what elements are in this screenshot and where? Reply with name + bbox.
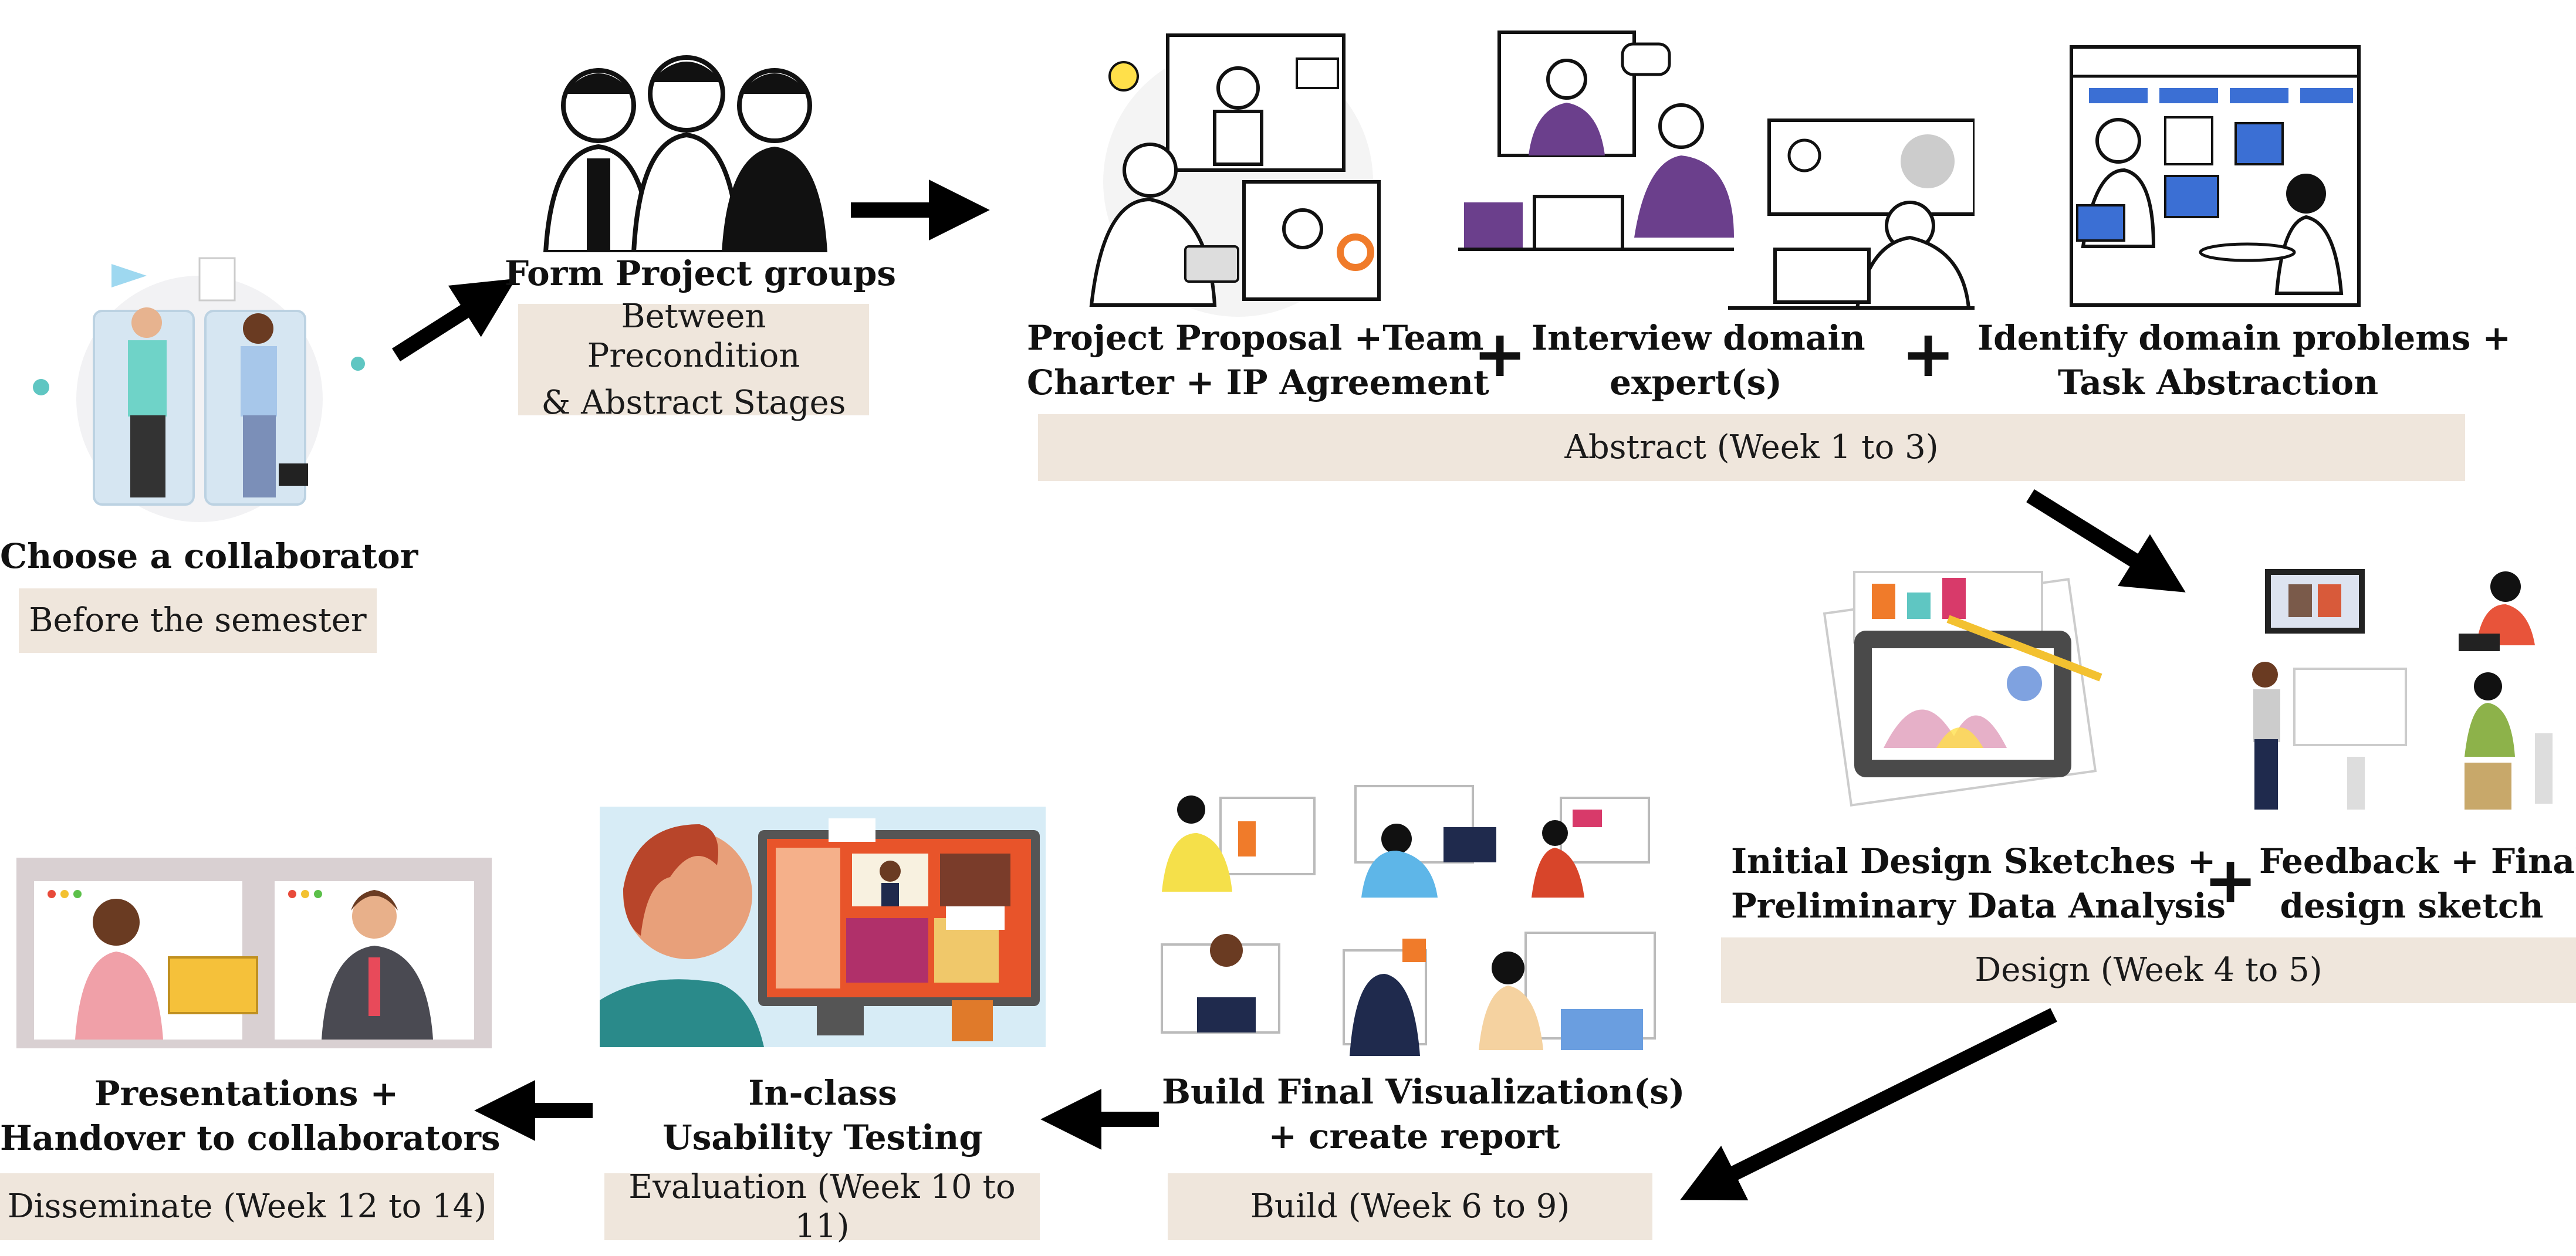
task-board-illustration xyxy=(2070,45,2361,307)
evaluation-band: Evaluation (Week 10 to 11) xyxy=(604,1168,1040,1245)
collaborator-band: Before the semester xyxy=(19,588,377,653)
arrow-design-to-build xyxy=(1680,1008,2057,1201)
evaluation-title-line2: Usability Testing xyxy=(662,1118,983,1157)
plus-sign-design: + xyxy=(2203,842,2258,918)
interview-title-line2: expert(s) xyxy=(1610,363,1782,402)
proposal-title: Project Proposal +Team Charter + IP Agre… xyxy=(1027,316,1489,405)
build-visualization-illustration xyxy=(1161,785,1656,1056)
interview-title: Interview domain expert(s) xyxy=(1532,316,1865,405)
handshake-illustration xyxy=(33,257,365,522)
proposal-illustration xyxy=(1089,33,1381,317)
handover-illustration xyxy=(16,858,492,1048)
evaluation-title: In-class Usability Testing xyxy=(600,1071,1046,1160)
feedback-title-line1: Feedback + Final xyxy=(2259,841,2576,881)
feedback-illustration xyxy=(2252,569,2553,810)
project-group-illustration xyxy=(543,55,827,252)
build-title: Build Final Visualization(s) + create re… xyxy=(1162,1069,1685,1159)
interview-illustration xyxy=(1458,31,1975,310)
groups-title: Form Project groups xyxy=(505,253,897,293)
usability-testing-illustration xyxy=(600,807,1046,1047)
build-title-line1: Build Final Visualization(s) xyxy=(1162,1072,1685,1112)
identify-title-line2: Task Abstraction xyxy=(2057,363,2379,402)
interview-title-line1: Interview domain xyxy=(1532,318,1865,358)
arrow-collab-to-groups xyxy=(392,278,516,361)
plus-sign-abstract-1: + xyxy=(1473,316,1527,391)
disseminate-band: Disseminate (Week 12 to 14) xyxy=(0,1173,494,1240)
collaborator-title: Choose a collaborator xyxy=(0,536,418,576)
groups-band-line2: & Abstract Stages xyxy=(541,383,846,422)
build-title-line2: + create report xyxy=(1268,1116,1560,1156)
identify-title-line1: Identify domain problems + xyxy=(1977,318,2511,358)
sketch-title: Initial Design Sketches + Preliminary Da… xyxy=(1731,839,2226,928)
design-band: Design (Week 4 to 5) xyxy=(1721,937,2576,1003)
disseminate-title: Presentations + Handover to collaborator… xyxy=(0,1071,501,1160)
feedback-title-line2: design sketch xyxy=(2280,886,2544,926)
sketch-title-line1: Initial Design Sketches + xyxy=(1731,841,2216,881)
proposal-title-line1: Project Proposal +Team xyxy=(1027,318,1484,358)
groups-band: Between Precondition & Abstract Stages xyxy=(518,297,869,422)
identify-title: Identify domain problems + Task Abstract… xyxy=(1977,316,2511,405)
abstract-band: Abstract (Week 1 to 3) xyxy=(1038,414,2465,481)
arrow-abstract-to-design xyxy=(2026,489,2186,593)
feedback-title: Feedback + Final design sketch xyxy=(2259,839,2576,928)
evaluation-title-line1: In-class xyxy=(748,1073,897,1113)
disseminate-title-line2: Handover to collaborators xyxy=(0,1118,501,1158)
disseminate-title-line1: Presentations + xyxy=(94,1074,399,1113)
sketch-title-line2: Preliminary Data Analysis xyxy=(1731,886,2226,926)
groups-band-line1: Between Precondition xyxy=(587,297,800,375)
build-band: Build (Week 6 to 9) xyxy=(1168,1173,1652,1240)
design-sketch-illustration xyxy=(1823,571,2102,807)
plus-sign-abstract-2: + xyxy=(1901,316,1956,391)
proposal-title-line2: Charter + IP Agreement xyxy=(1027,363,1489,402)
